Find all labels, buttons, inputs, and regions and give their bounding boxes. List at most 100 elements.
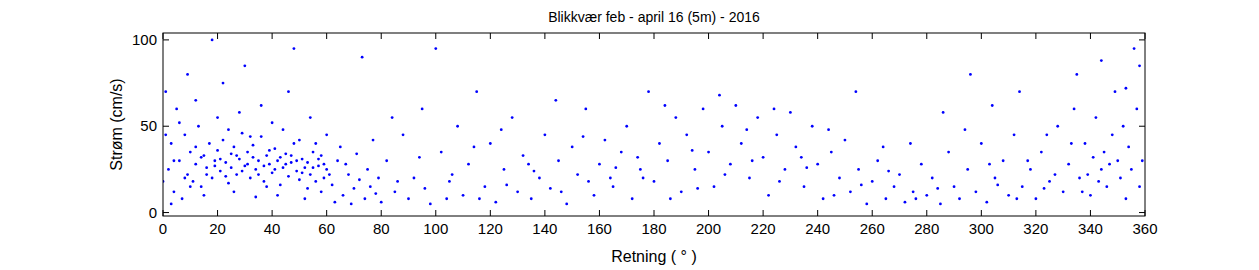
x-tick-top (435, 33, 436, 39)
x-tick-label: 320 (1023, 220, 1048, 237)
x-tick-top (926, 33, 927, 39)
y-tick-label: 100 (132, 31, 157, 48)
point (287, 90, 290, 93)
point (1138, 185, 1141, 188)
x-tick-label: 0 (159, 220, 167, 237)
point (361, 56, 364, 59)
point (1070, 142, 1073, 145)
point (631, 197, 634, 200)
y-tick-right (1139, 126, 1145, 127)
x-tick-top (272, 33, 273, 39)
point (227, 182, 230, 185)
point (587, 180, 590, 183)
point (219, 158, 222, 161)
point (385, 159, 388, 162)
point (374, 192, 377, 195)
point (429, 203, 432, 206)
point (295, 159, 298, 162)
point (293, 47, 296, 50)
point (183, 133, 186, 136)
point (745, 128, 748, 131)
point (1043, 187, 1046, 190)
x-tick-top (817, 33, 818, 39)
point (287, 175, 290, 178)
x-tick (435, 210, 436, 216)
x-tick-label: 180 (641, 220, 666, 237)
point (473, 146, 476, 149)
point (170, 203, 173, 206)
point (854, 90, 857, 93)
point (1130, 168, 1133, 171)
point (522, 154, 525, 157)
point (282, 128, 285, 131)
point (1026, 159, 1029, 162)
point (931, 177, 934, 180)
point (173, 159, 176, 162)
point (167, 168, 170, 171)
point (696, 187, 699, 190)
y-tick-label: 50 (140, 117, 157, 134)
point (1029, 168, 1032, 171)
point (293, 142, 296, 145)
point (612, 185, 615, 188)
point (175, 108, 178, 111)
point (268, 149, 271, 152)
point (767, 194, 770, 197)
point (775, 133, 778, 136)
x-tick-top (981, 33, 982, 39)
x-tick (926, 210, 927, 216)
point (317, 158, 320, 161)
point (1135, 108, 1138, 111)
x-tick (817, 210, 818, 216)
point (658, 142, 661, 145)
point (254, 196, 257, 199)
point (489, 142, 492, 145)
point (844, 139, 847, 142)
point (838, 177, 841, 180)
point (306, 161, 309, 164)
x-tick (490, 210, 491, 216)
point (694, 168, 697, 171)
point (273, 147, 276, 150)
point (271, 121, 274, 124)
point (213, 165, 216, 168)
point (249, 135, 252, 138)
point (904, 201, 907, 204)
point (988, 163, 991, 166)
point (721, 125, 724, 128)
point (475, 90, 478, 93)
point (325, 168, 328, 171)
x-tick (326, 210, 327, 216)
point (718, 94, 721, 97)
point (882, 146, 885, 149)
point (257, 159, 260, 162)
x-tick-label: 280 (914, 220, 939, 237)
point (505, 184, 508, 187)
point (423, 187, 426, 190)
point (609, 177, 612, 180)
point (320, 154, 323, 157)
point (958, 197, 961, 200)
point (238, 158, 241, 161)
point (1040, 151, 1043, 154)
points (163, 39, 1144, 206)
point (685, 133, 688, 136)
point (355, 152, 358, 155)
point (331, 184, 334, 187)
point (200, 185, 203, 188)
point (762, 156, 765, 159)
point (893, 185, 896, 188)
x-tick-top (708, 33, 709, 39)
point (1067, 163, 1070, 166)
point (674, 116, 677, 119)
point (227, 128, 230, 131)
x-tick-label: 40 (264, 220, 281, 237)
point (996, 184, 999, 187)
point (1086, 173, 1089, 176)
point (953, 185, 956, 188)
point (887, 170, 890, 173)
point (263, 180, 266, 183)
point (1108, 163, 1111, 166)
point (582, 135, 585, 138)
point (320, 190, 323, 193)
